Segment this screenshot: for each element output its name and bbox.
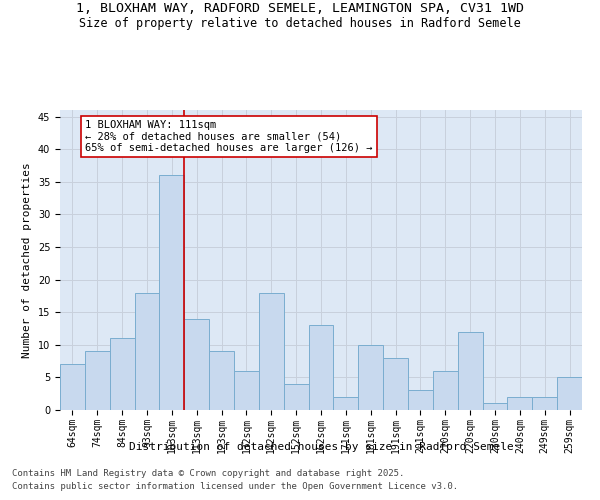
Bar xyxy=(482,404,508,410)
Text: Distribution of detached houses by size in Radford Semele: Distribution of detached houses by size … xyxy=(128,442,514,452)
Text: 1, BLOXHAM WAY, RADFORD SEMELE, LEAMINGTON SPA, CV31 1WD: 1, BLOXHAM WAY, RADFORD SEMELE, LEAMINGT… xyxy=(76,2,524,16)
Bar xyxy=(110,338,134,410)
Bar xyxy=(358,345,383,410)
Bar xyxy=(334,397,358,410)
Bar xyxy=(85,352,110,410)
Bar xyxy=(508,397,532,410)
Bar xyxy=(433,371,458,410)
Bar xyxy=(160,175,184,410)
Bar xyxy=(284,384,308,410)
Bar xyxy=(308,325,334,410)
Text: 1 BLOXHAM WAY: 111sqm
← 28% of detached houses are smaller (54)
65% of semi-deta: 1 BLOXHAM WAY: 111sqm ← 28% of detached … xyxy=(85,120,373,153)
Bar xyxy=(209,352,234,410)
Text: Contains public sector information licensed under the Open Government Licence v3: Contains public sector information licen… xyxy=(12,482,458,491)
Bar xyxy=(532,397,557,410)
Text: Size of property relative to detached houses in Radford Semele: Size of property relative to detached ho… xyxy=(79,18,521,30)
Bar xyxy=(234,371,259,410)
Text: Contains HM Land Registry data © Crown copyright and database right 2025.: Contains HM Land Registry data © Crown c… xyxy=(12,468,404,477)
Bar xyxy=(134,292,160,410)
Bar xyxy=(60,364,85,410)
Bar xyxy=(383,358,408,410)
Bar xyxy=(184,318,209,410)
Bar xyxy=(408,390,433,410)
Y-axis label: Number of detached properties: Number of detached properties xyxy=(22,162,32,358)
Bar xyxy=(259,292,284,410)
Bar xyxy=(458,332,482,410)
Bar xyxy=(557,378,582,410)
